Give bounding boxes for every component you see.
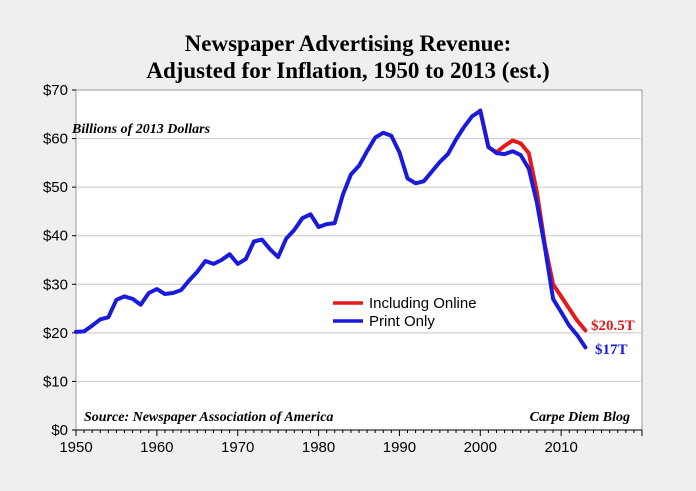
plot-area (75, 89, 643, 431)
end-label-print-only: $17T (595, 342, 628, 358)
y-tick-label: $40 (43, 228, 68, 245)
x-tick-label: 1990 (383, 439, 416, 456)
y-tick-label: $10 (43, 373, 68, 390)
series-line-including-online (478, 108, 588, 333)
x-tick-label: 2000 (464, 439, 497, 456)
y-tick-label: $60 (43, 131, 68, 148)
x-tick-label: 1970 (221, 439, 254, 456)
x-tick-label: 1950 (59, 439, 92, 456)
series-lines (74, 108, 588, 350)
chart-title: Newspaper Advertising Revenue: Adjusted … (0, 30, 696, 84)
y-tick-label: $50 (43, 179, 68, 196)
legend-label-print-only: Print Only (369, 313, 435, 330)
series-line-print-only (74, 108, 588, 350)
credit-note: Carpe Diem Blog (530, 410, 630, 425)
gridlines (76, 138, 642, 382)
units-note: Billions of 2013 Dollars (71, 122, 211, 137)
legend: Including Online Print Only (333, 295, 477, 330)
legend-label-including-online: Including Online (369, 295, 477, 312)
chart-title-line2: Adjusted for Inflation, 1950 to 2013 (es… (146, 58, 550, 83)
y-tick-label: $20 (43, 325, 68, 342)
axes: $0 $10 $20 $30 $40 $50 $60 $70 1950 1960 1970 1980 1… (43, 82, 643, 456)
y-tick-label: $30 (43, 276, 68, 293)
source-note: Source: Newspaper Association of America (84, 410, 333, 425)
y-tick-label: $0 (51, 422, 68, 439)
x-tick-label: 1980 (302, 439, 335, 456)
x-tick-label: 1960 (140, 439, 173, 456)
x-tick-label: 2010 (544, 439, 577, 456)
chart-title-line1: Newspaper Advertising Revenue: (184, 31, 512, 56)
end-label-including-online: $20.5T (591, 318, 635, 334)
y-tick-label: $70 (43, 82, 68, 99)
